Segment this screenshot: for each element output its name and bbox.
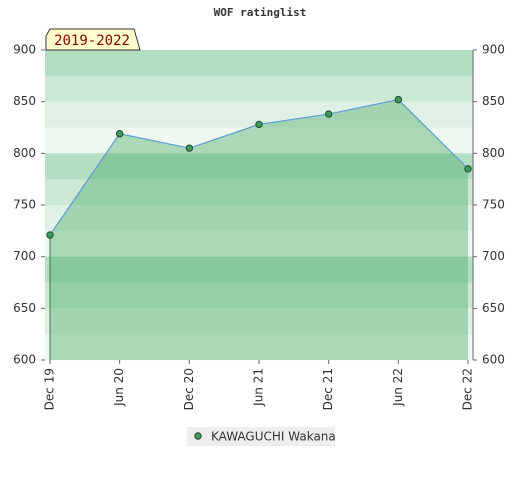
legend-marker <box>194 432 202 440</box>
x-tick-label: Jun 22 <box>391 368 405 407</box>
x-tick-label: Dec 20 <box>182 368 196 410</box>
y-tick-label: 600 <box>13 353 36 367</box>
marker <box>464 165 472 173</box>
y-tick-label: 750 <box>13 198 36 212</box>
legend-label: KAWAGUCHI Wakana <box>211 430 336 444</box>
x-tick-label: Dec 22 <box>461 368 475 410</box>
background-stripe <box>45 282 473 309</box>
marker <box>255 120 263 129</box>
marker <box>185 144 194 152</box>
y-tick-label: 850 <box>13 94 36 108</box>
y-tick-label: 900 <box>13 43 36 57</box>
y-tick-label: 800 <box>13 146 36 160</box>
x-tick-label: Jun 20 <box>112 368 126 407</box>
y2-tick-label: 800 <box>482 146 505 160</box>
background-stripe <box>45 50 473 77</box>
y2-tick-label: 650 <box>482 301 505 315</box>
y2-tick-label: 850 <box>482 94 505 108</box>
period-box <box>45 28 141 51</box>
y2-tick-label: 700 <box>482 249 505 263</box>
background-stripe <box>45 205 473 232</box>
background-stripe <box>45 179 473 206</box>
marker <box>324 110 333 118</box>
y2-tick-label: 750 <box>482 198 505 212</box>
background-stripe <box>45 75 473 103</box>
x-tick-label: Dec 21 <box>321 368 335 410</box>
background-stripe <box>45 127 473 154</box>
area <box>50 99 468 360</box>
legend-box <box>187 427 335 446</box>
chart-title: WOF ratinglist <box>214 6 307 19</box>
y-tick-label: 650 <box>13 301 36 315</box>
y-tick-label: 700 <box>13 249 36 263</box>
background-stripe <box>45 153 473 180</box>
background-stripe <box>45 256 473 283</box>
x-tick-label: Dec 19 <box>43 368 57 410</box>
y2-tick-label: 600 <box>482 353 505 367</box>
marker <box>394 95 403 104</box>
marker <box>46 231 54 239</box>
y2-tick-label: 900 <box>482 43 505 57</box>
background-stripe <box>45 334 473 361</box>
background-stripe <box>45 308 473 335</box>
background-stripe <box>45 230 473 258</box>
marker <box>115 130 124 138</box>
period-label: 2019-2022 <box>54 33 130 49</box>
x-tick-label: Jun 21 <box>252 368 266 407</box>
